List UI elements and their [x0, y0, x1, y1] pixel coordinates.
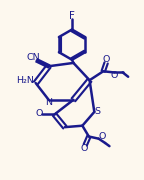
Text: H₂N: H₂N — [16, 76, 34, 85]
Text: S: S — [94, 107, 101, 116]
Text: O: O — [99, 132, 106, 141]
Text: O: O — [110, 71, 118, 80]
Text: O: O — [80, 143, 88, 152]
Text: O: O — [36, 109, 43, 118]
Text: N: N — [45, 98, 52, 107]
Text: F: F — [69, 11, 75, 21]
Text: CN: CN — [26, 53, 40, 62]
Text: O: O — [103, 55, 110, 64]
